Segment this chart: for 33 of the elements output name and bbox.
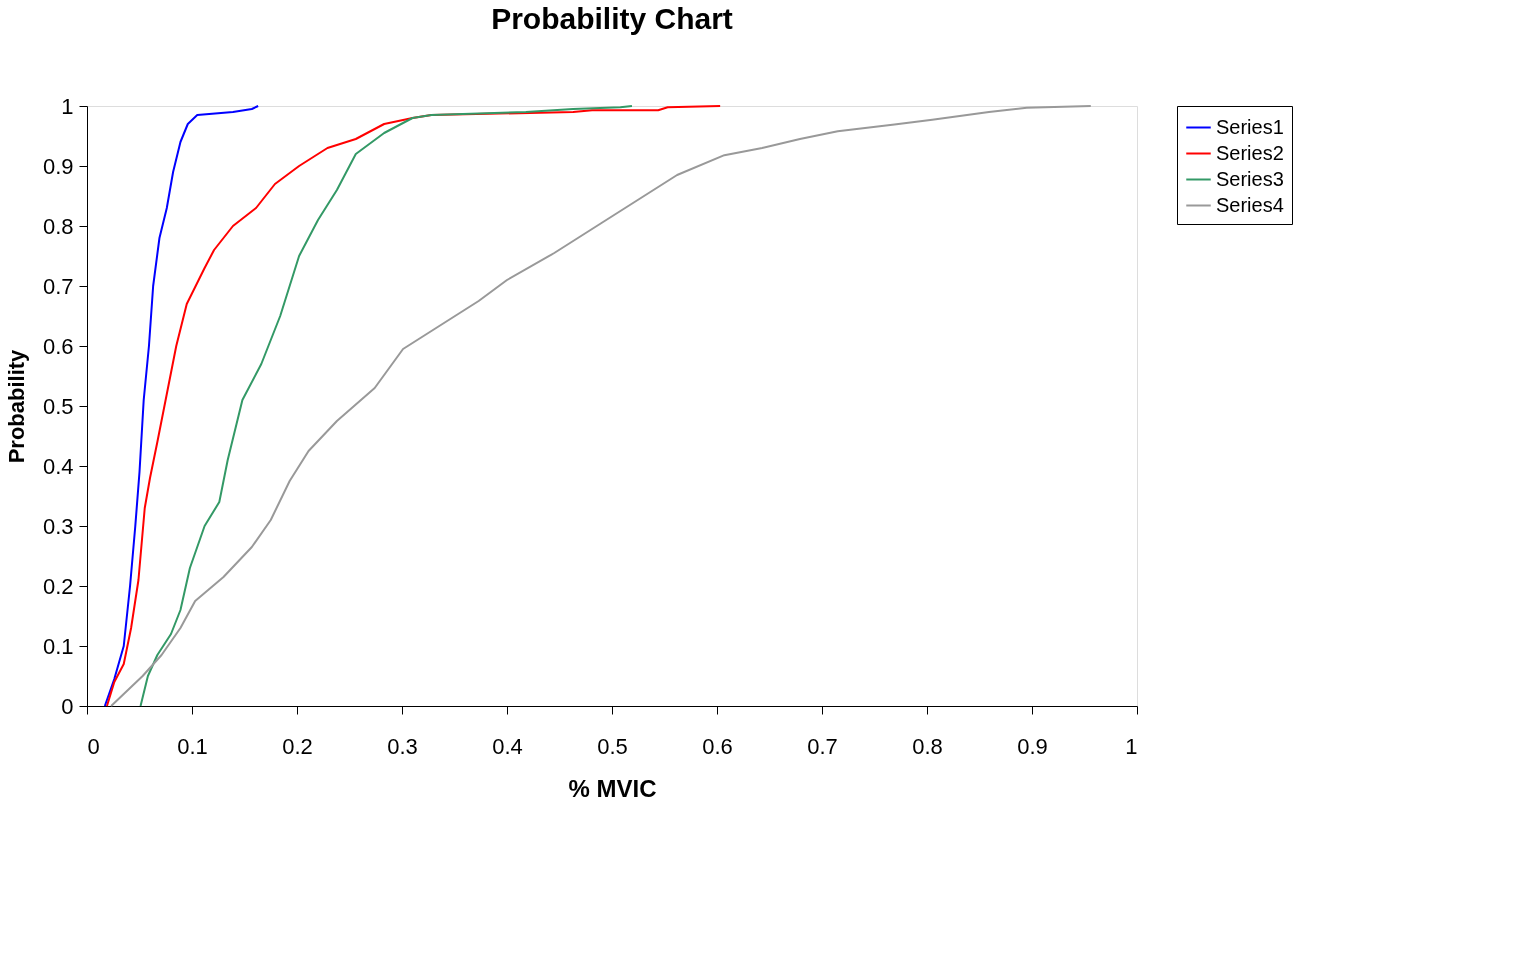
line-series (103, 105, 260, 707)
y-tick-label: 0.3 (42, 513, 74, 539)
x-tick-label: 1 (1125, 733, 1138, 759)
line-series (110, 105, 1092, 707)
y-axis-title: Probability (3, 348, 29, 464)
x-tick-label: 0.5 (597, 733, 628, 759)
x-tick-label: 0.6 (702, 733, 733, 759)
x-tick-label: 0.2 (282, 733, 313, 759)
x-tick-label: 0.3 (387, 733, 418, 759)
y-tick-label: 1 (61, 93, 74, 119)
line-series (139, 105, 633, 707)
x-tick-label: 0.4 (492, 733, 523, 759)
x-tick-label: 0 (87, 733, 100, 759)
x-tick-label: 0.7 (807, 733, 838, 759)
y-tick-label: 0.6 (42, 333, 74, 359)
x-axis-title: % MVIC (568, 774, 657, 802)
y-tick-label: 0.8 (42, 213, 74, 239)
y-tick-label: 0.5 (42, 393, 74, 419)
x-tick-label: 0.8 (912, 733, 943, 759)
line-series (105, 105, 722, 707)
y-tick-label: 0.7 (42, 273, 74, 299)
x-tick-label: 0.9 (1017, 733, 1048, 759)
legend-label: Series3 (1216, 167, 1284, 190)
y-tick-label: 0 (61, 693, 74, 719)
y-tick-label: 0.1 (42, 633, 74, 659)
legend-label: Series1 (1216, 115, 1284, 138)
x-tick-label: 0.1 (177, 733, 208, 759)
legend-label: Series4 (1216, 193, 1284, 216)
y-tick-label: 0.9 (42, 153, 74, 179)
chart-title: Probability Chart (491, 2, 733, 35)
y-tick-label: 0.4 (42, 453, 74, 479)
y-tick-label: 0.2 (42, 573, 74, 599)
legend-label: Series2 (1216, 141, 1284, 164)
